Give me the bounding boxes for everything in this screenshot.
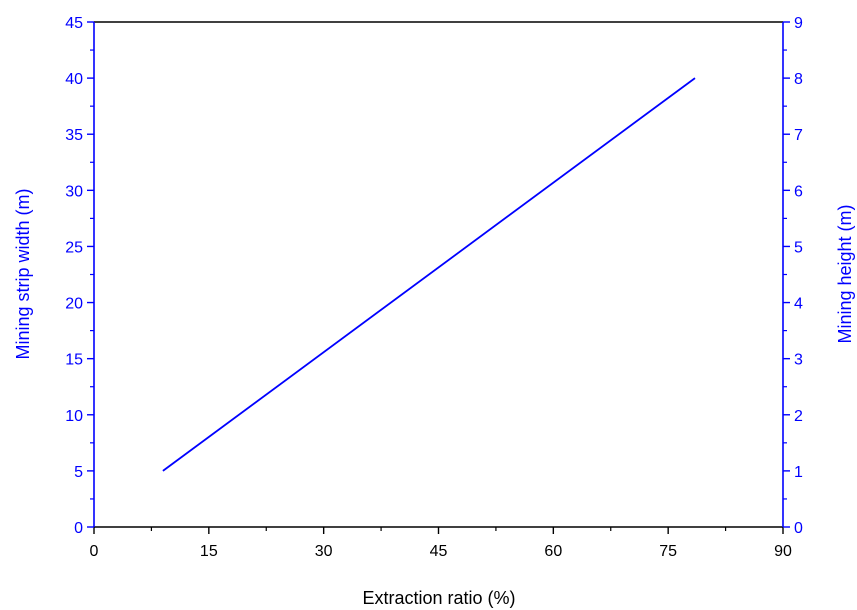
y-tick-label: 40 <box>65 71 83 88</box>
y-tick-label: 10 <box>65 408 83 425</box>
x-tick-label: 30 <box>315 543 333 560</box>
y2-tick-label: 1 <box>794 464 803 481</box>
x-tick-label: 75 <box>659 543 677 560</box>
y-axis-title-left: Mining strip width (m) <box>13 188 33 359</box>
axes-layer <box>93 21 784 528</box>
y-tick-label: 0 <box>74 520 83 537</box>
y-tick-label: 5 <box>74 464 83 481</box>
y2-tick-label: 8 <box>794 71 803 88</box>
y2-tick-label: 7 <box>794 127 803 144</box>
x-tick-label: 15 <box>200 543 218 560</box>
y-tick-label: 25 <box>65 239 83 256</box>
y-tick-label: 35 <box>65 127 83 144</box>
y-tick-label: 15 <box>65 352 83 369</box>
y2-tick-label: 5 <box>794 239 803 256</box>
y-axis-title-right: Mining height (m) <box>835 204 855 343</box>
x-tick-label: 0 <box>90 543 99 560</box>
y-tick-label: 20 <box>65 296 83 313</box>
x-tick-label: 60 <box>544 543 562 560</box>
y-tick-label: 30 <box>65 183 83 200</box>
x-tick-label: 90 <box>774 543 792 560</box>
x-tick-label: 45 <box>430 543 448 560</box>
y-tick-label: 45 <box>65 15 83 32</box>
ticks-layer: 0 15 30 45 60 75 90051015202530354045012345678… <box>65 15 803 560</box>
series-layer <box>162 77 696 472</box>
y2-tick-label: 6 <box>794 183 803 200</box>
y2-tick-label: 2 <box>794 408 803 425</box>
y2-tick-label: 0 <box>794 520 803 537</box>
y2-tick-label: 3 <box>794 352 803 369</box>
x-axis-title: Extraction ratio (%) <box>362 588 515 608</box>
y2-tick-label: 9 <box>794 15 803 32</box>
y2-tick-label: 4 <box>794 296 803 313</box>
series-line <box>162 77 696 472</box>
